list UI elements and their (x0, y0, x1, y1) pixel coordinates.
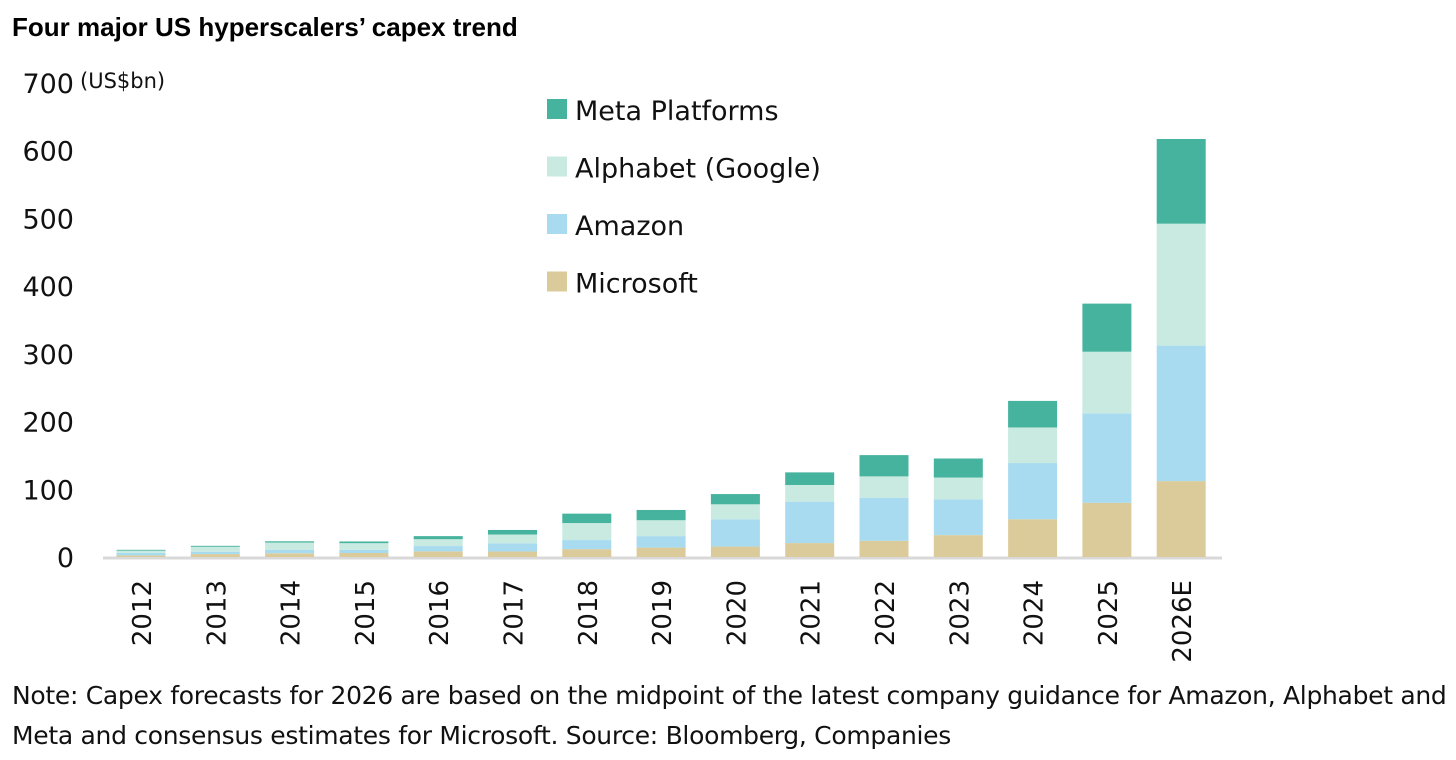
bar-segment-amazon (710, 519, 760, 547)
bar-segment-microsoft (116, 555, 166, 557)
y-tick-label: 100 (22, 475, 74, 506)
x-tick-label: 2025 (1094, 580, 1124, 646)
bar-segment-microsoft (1156, 481, 1206, 557)
y-tick-label: 300 (22, 340, 74, 371)
bar-segment-amazon (488, 543, 537, 552)
legend-swatch (547, 271, 567, 292)
bar-segment-alphabet-google (339, 543, 389, 550)
bar-segment-amazon (562, 540, 612, 550)
bar-segment-meta-platforms (1008, 400, 1058, 428)
bar-segment-meta-platforms (859, 455, 909, 477)
bar-segment-microsoft (1082, 502, 1132, 557)
bar-segment-amazon (1082, 413, 1132, 503)
bar-segment-microsoft (265, 553, 315, 557)
x-tick-label: 2021 (797, 580, 827, 646)
bar-segment-meta-platforms (190, 545, 240, 547)
x-tick-label: 2012 (128, 580, 158, 646)
bar-segment-alphabet-google (1008, 427, 1058, 464)
bar-segment-microsoft (785, 543, 835, 557)
bar-segment-amazon (636, 536, 686, 548)
bar-segment-alphabet-google (933, 477, 983, 500)
bar-segment-alphabet-google (1082, 351, 1132, 414)
bar-segment-amazon (1156, 345, 1206, 482)
x-tick-label: 2014 (277, 580, 307, 646)
bar-segment-alphabet-google (1156, 223, 1206, 346)
bar-segment-amazon (785, 501, 835, 544)
bar-segment-meta-platforms (562, 513, 612, 524)
legend-swatch (547, 99, 567, 119)
bar-segment-amazon (265, 549, 315, 554)
bar-segment-meta-platforms (1082, 303, 1132, 352)
x-tick-label: 2015 (351, 580, 381, 646)
bar-segment-meta-platforms (488, 529, 537, 535)
bar-segment-amazon (1008, 463, 1058, 520)
legend-label: Amazon (575, 211, 684, 242)
bar-segment-microsoft (339, 553, 389, 557)
y-tick-label: 600 (22, 137, 74, 168)
x-tick-label: 2016 (425, 580, 455, 646)
x-tick-label: 2022 (871, 580, 901, 646)
bar-segment-amazon (859, 497, 909, 541)
legend-label: Microsoft (575, 269, 698, 300)
bar-segment-meta-platforms (933, 458, 983, 478)
bar-segment-amazon (339, 549, 389, 554)
legend-label: Meta Platforms (575, 96, 779, 127)
bar-segment-amazon (190, 551, 240, 555)
bar-segment-microsoft (1008, 519, 1058, 557)
y-tick-label: 500 (22, 204, 74, 235)
bar-segment-amazon (413, 546, 463, 552)
bar-segment-microsoft (562, 549, 612, 557)
y-axis-unit-label: (US$bn) (80, 69, 165, 93)
bar-segment-alphabet-google (710, 504, 760, 520)
legend-label: Alphabet (Google) (575, 154, 821, 185)
x-tick-label: 2018 (574, 580, 604, 646)
bar-segment-alphabet-google (413, 539, 463, 547)
bar-segment-microsoft (636, 547, 686, 557)
y-tick-label: 200 (22, 408, 74, 439)
chart-note: Note: Capex forecasts for 2026 are based… (12, 681, 1447, 750)
chart-title: Four major US hyperscalers’ capex trend (12, 12, 518, 42)
bar-segment-alphabet-google (859, 476, 909, 498)
bar-segment-meta-platforms (785, 472, 835, 485)
bar-segment-alphabet-google (116, 550, 166, 553)
bar-segment-meta-platforms (710, 494, 760, 505)
y-tick-label: 700 (22, 69, 74, 100)
bar-segment-microsoft (190, 554, 240, 557)
bar-segment-meta-platforms (636, 509, 686, 521)
bar-segment-meta-platforms (1156, 138, 1206, 224)
x-tick-label: 2026E (1168, 580, 1198, 663)
bar-segment-microsoft (933, 535, 983, 557)
x-tick-label: 2024 (1020, 580, 1050, 646)
x-tick-label: 2020 (722, 580, 752, 646)
legend-swatch (547, 156, 567, 177)
x-tick-label: 2019 (648, 580, 678, 646)
bar-segment-microsoft (413, 551, 463, 557)
legend-swatch (547, 214, 567, 234)
bar-segment-amazon (933, 499, 983, 536)
x-tick-label: 2017 (500, 580, 530, 646)
bar-segment-alphabet-google (488, 534, 537, 544)
x-tick-label: 2023 (945, 580, 975, 646)
bar-segment-amazon (116, 552, 166, 556)
bar-segment-alphabet-google (785, 484, 835, 502)
bar-segment-alphabet-google (636, 520, 686, 537)
bar-segment-meta-platforms (339, 541, 389, 544)
bar-segment-alphabet-google (562, 523, 612, 541)
y-tick-label: 0 (57, 543, 74, 574)
bar-segment-microsoft (859, 540, 909, 557)
bar-segment-alphabet-google (190, 546, 240, 552)
bar-segment-meta-platforms (116, 549, 166, 551)
y-tick-label: 400 (22, 272, 74, 303)
x-tick-label: 2013 (202, 580, 232, 646)
bar-segment-alphabet-google (265, 542, 315, 550)
bar-segment-meta-platforms (265, 541, 315, 543)
bar-segment-microsoft (710, 546, 760, 557)
bar-segment-meta-platforms (413, 536, 463, 540)
bar-segment-microsoft (488, 551, 537, 557)
